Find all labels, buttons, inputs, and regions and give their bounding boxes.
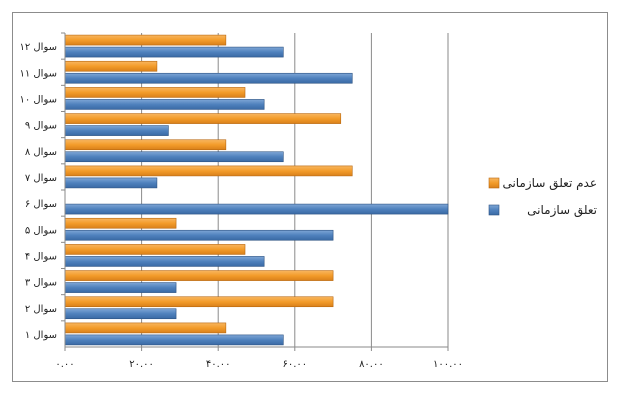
- legend-label: عدم تعلق سازمانی: [502, 176, 597, 191]
- x-tick-label: ۴۰.۰۰: [206, 359, 231, 370]
- y-category-label: سوال ۱۲: [19, 42, 57, 53]
- bar-non-belonging: [64, 139, 227, 151]
- bar-belonging: [64, 99, 265, 110]
- bar-belonging: [64, 125, 169, 136]
- legend-swatch: [488, 204, 500, 216]
- bar-belonging: [64, 203, 449, 215]
- x-tick-label: ۰.۰۰: [55, 359, 74, 370]
- bar-belonging: [64, 229, 334, 241]
- bars: [64, 34, 449, 346]
- axes: ۰.۰۰ ۲۰.۰۰ ۴۰.۰۰ ۶۰.۰۰ ۸۰.۰۰ ۱۰۰.۰۰ سوال ۱ سوال…: [19, 32, 463, 370]
- y-category-label: سوال ۱۱: [19, 68, 57, 79]
- bar-non-belonging: [64, 322, 227, 334]
- y-category-label: سوال ۲: [25, 304, 57, 315]
- bar-belonging: [64, 308, 177, 320]
- y-category-label: سوال ۴: [25, 251, 57, 262]
- bar-belonging: [64, 46, 284, 58]
- y-category-label: سوال ۵: [25, 225, 57, 236]
- bar-non-belonging: [64, 217, 177, 229]
- bar-non-belonging: [64, 34, 227, 46]
- y-category-label: سوال ۱: [25, 330, 57, 341]
- y-category-label: سوال ۱۰: [19, 94, 57, 105]
- x-tick-label: ۸۰.۰۰: [359, 359, 384, 370]
- x-tick-label: ۲۰.۰۰: [129, 359, 154, 370]
- bar-non-belonging: [64, 87, 246, 98]
- x-tick-label: ۱۰۰.۰۰: [433, 359, 463, 370]
- bar-belonging: [64, 177, 158, 189]
- bar-non-belonging: [64, 296, 334, 308]
- bar-belonging: [64, 72, 353, 84]
- legend: عدم تعلق سازمانی تعلق سازمانی: [488, 176, 597, 218]
- y-category-label: سوال ۶: [25, 199, 57, 210]
- bar-non-belonging: [64, 270, 334, 281]
- y-category-label: سوال ۳: [25, 278, 57, 289]
- y-category-label: سوال ۹: [25, 121, 57, 132]
- bar-belonging: [64, 334, 284, 346]
- bar-non-belonging: [64, 244, 246, 255]
- bar-non-belonging: [64, 60, 158, 72]
- bar-belonging: [64, 282, 177, 293]
- bar-belonging: [64, 151, 284, 163]
- bar-non-belonging: [64, 113, 342, 124]
- gridlines: [141, 33, 449, 347]
- legend-swatch: [488, 177, 500, 189]
- y-category-label: سوال ۸: [25, 147, 57, 158]
- x-tick-label: ۶۰.۰۰: [282, 359, 307, 370]
- bar-belonging: [64, 256, 265, 267]
- bar-non-belonging: [64, 165, 353, 177]
- legend-label: تعلق سازمانی: [527, 203, 597, 218]
- y-category-label: سوال ۷: [25, 173, 57, 184]
